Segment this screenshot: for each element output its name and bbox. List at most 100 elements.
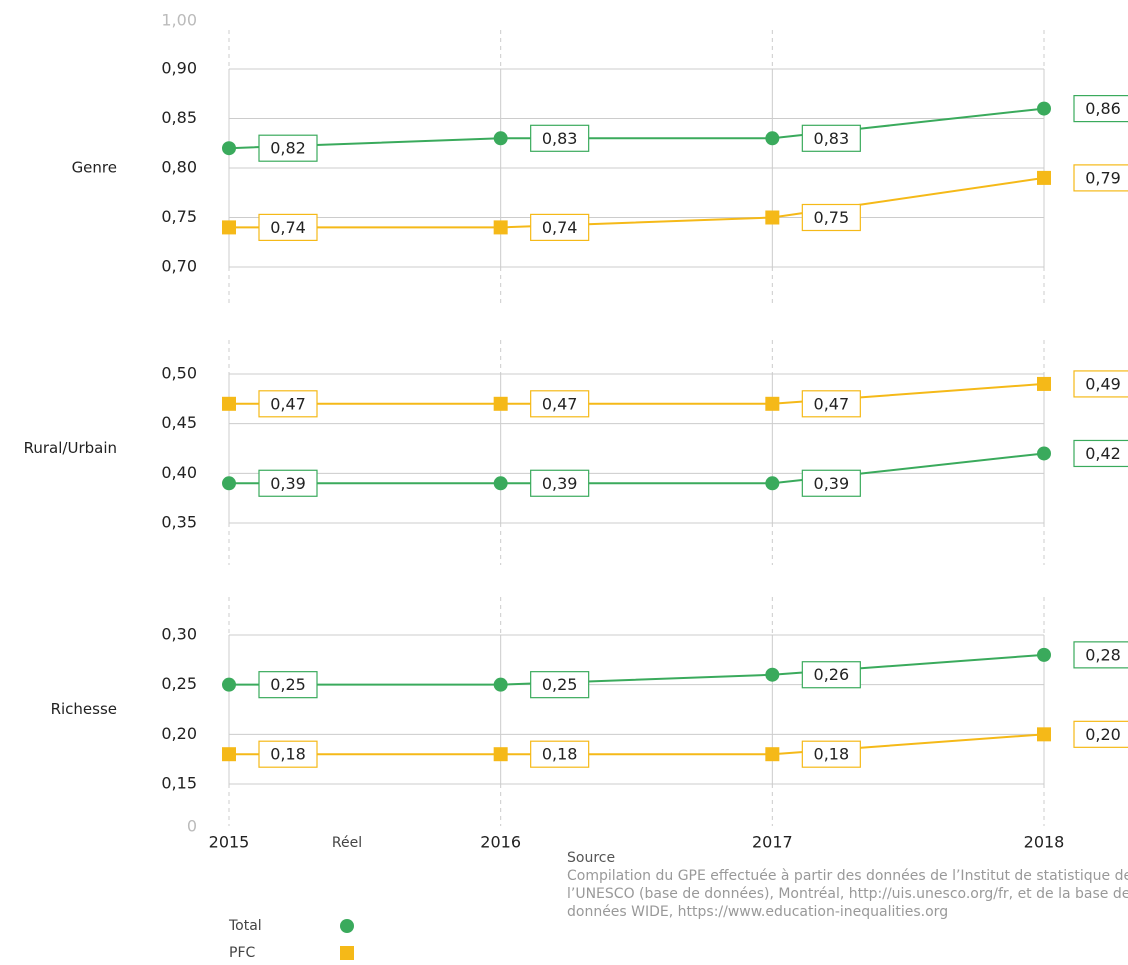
value-label-box	[530, 124, 590, 152]
value-label: 0,28	[1085, 645, 1121, 664]
marker	[493, 677, 508, 692]
value-label-box	[530, 390, 590, 418]
legend-marker	[340, 919, 354, 933]
axis-break-bottom: 0	[187, 817, 197, 836]
marker	[1037, 446, 1051, 461]
value-label-box	[530, 671, 590, 699]
value-label: 0,42	[1085, 444, 1121, 463]
value-label-box	[801, 661, 861, 689]
value-label: 0,82	[270, 139, 306, 158]
marker	[1037, 647, 1051, 662]
value-label-box	[1073, 720, 1128, 748]
value-label-box	[801, 740, 861, 768]
value-label: 0,26	[814, 665, 850, 684]
x-tick-label: 2018	[1024, 833, 1065, 852]
value-label-box	[258, 134, 318, 162]
value-label: 0,25	[270, 675, 306, 694]
marker	[222, 141, 236, 156]
legend-marker	[340, 946, 354, 960]
value-label: 0,47	[814, 394, 850, 413]
axis-break-top: 1,00	[161, 11, 197, 30]
source: Source Compilation du GPE effectuée à pa…	[567, 849, 1128, 921]
value-label-box	[1073, 439, 1128, 468]
panel-title: Richesse	[51, 700, 117, 718]
value-label: 0,25	[542, 675, 578, 694]
panel-title: Genre	[72, 159, 117, 177]
value-label-box	[530, 740, 590, 768]
value-label: 0,18	[542, 745, 578, 764]
marker	[1037, 101, 1051, 116]
value-label: 0,47	[542, 394, 578, 413]
value-label: 0,86	[1085, 99, 1121, 118]
value-label-box	[1073, 94, 1128, 123]
value-label: 0,39	[270, 474, 306, 493]
marker	[1037, 727, 1051, 742]
value-label: 0,39	[814, 474, 850, 493]
y-tick-label: 0,40	[161, 463, 197, 482]
value-label: 0,39	[542, 474, 578, 493]
value-label: 0,83	[542, 129, 578, 148]
value-label: 0,47	[270, 394, 306, 413]
marker	[493, 396, 508, 411]
y-tick-label: 0,90	[161, 59, 197, 78]
legend-label: Total	[228, 918, 262, 934]
value-label-box	[1073, 641, 1128, 669]
value-label-box	[258, 390, 318, 418]
marker	[1037, 376, 1051, 391]
value-label: 0,74	[542, 218, 578, 237]
series-line	[229, 176, 1045, 229]
y-tick-label: 0,70	[161, 257, 197, 276]
marker	[765, 131, 780, 146]
x-tick-label: 2017	[752, 833, 793, 852]
marker	[222, 476, 236, 491]
value-label: 0,49	[1085, 374, 1121, 393]
marker	[222, 220, 236, 235]
series-line	[229, 733, 1045, 756]
legend-label: PFC	[229, 945, 255, 961]
y-tick-label: 0,45	[161, 413, 197, 432]
value-label: 0,18	[270, 745, 306, 764]
marker	[222, 677, 236, 692]
marker	[765, 667, 780, 682]
source-text: Compilation du GPE effectuée à partir de…	[567, 868, 1128, 920]
marker	[1037, 170, 1051, 185]
value-label-box	[258, 740, 318, 768]
value-label: 0,18	[814, 745, 850, 764]
x-tick-label: 2016	[480, 833, 521, 852]
value-label: 0,75	[814, 208, 850, 227]
value-label-box	[258, 469, 318, 497]
y-tick-label: 0,25	[161, 674, 197, 693]
value-label: 0,20	[1085, 725, 1121, 744]
marker	[493, 220, 508, 235]
marker	[765, 396, 780, 411]
marker	[765, 210, 780, 225]
y-tick-label: 0,30	[161, 625, 197, 644]
marker	[493, 747, 508, 762]
value-label-box	[1073, 370, 1128, 398]
value-label-box	[258, 671, 318, 699]
marker	[493, 476, 508, 491]
value-label: 0,74	[270, 218, 306, 237]
x-tick-label: 2015	[209, 833, 250, 852]
y-tick-label: 0,85	[161, 108, 197, 127]
marker	[765, 747, 780, 762]
value-label-box	[530, 469, 590, 497]
value-label: 0,83	[814, 129, 850, 148]
series-line	[229, 452, 1045, 485]
value-label-box	[801, 469, 861, 497]
series-line	[229, 382, 1045, 405]
value-label-box	[530, 213, 590, 241]
marker	[222, 747, 236, 762]
value-label-box	[801, 390, 861, 418]
y-tick-label: 0,50	[161, 364, 197, 383]
y-tick-label: 0,15	[161, 774, 197, 793]
value-label-box	[258, 213, 318, 241]
y-tick-label: 0,80	[161, 158, 197, 177]
series-line	[228, 107, 1045, 150]
y-tick-label: 0,35	[161, 513, 197, 532]
legend-title: Réel	[332, 835, 362, 851]
value-label-box	[801, 124, 861, 152]
source-title: Source	[567, 850, 616, 866]
